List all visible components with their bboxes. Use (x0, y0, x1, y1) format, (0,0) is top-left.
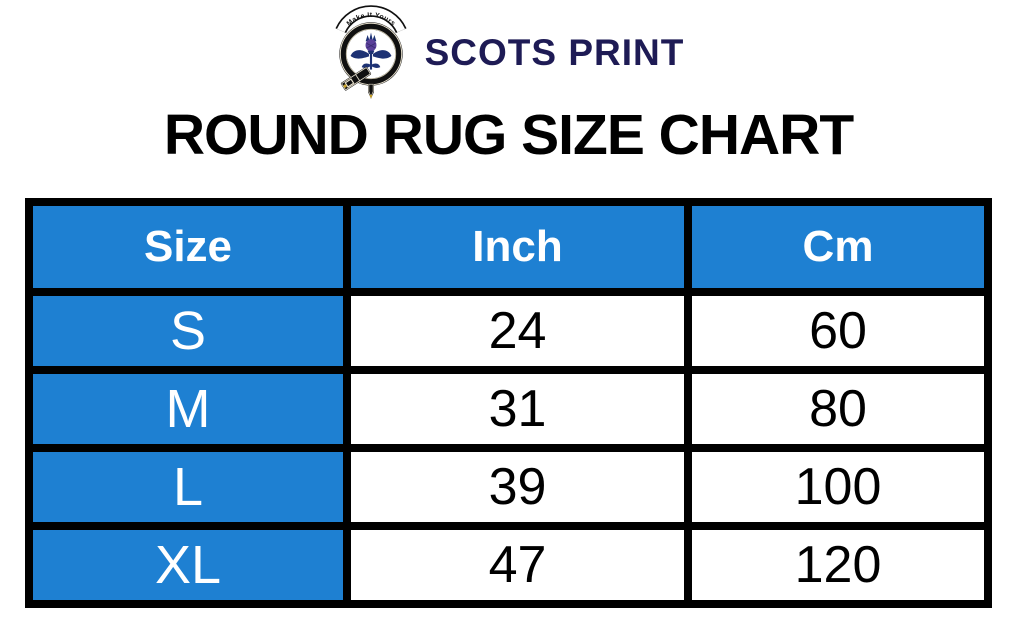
scots-print-crest-logo: Make It Yours (333, 5, 409, 101)
belt-buckle-icon (340, 66, 371, 91)
brand-name: SCOTS PRINT (424, 32, 685, 73)
row-xl-cm-cell: 120 (692, 530, 984, 600)
row-s-size-cell: S (33, 296, 343, 366)
row-s-inch-cell: 24 (351, 296, 684, 366)
row-m-inch-cell: 31 (351, 374, 684, 444)
row-m-cm-cell: 80 (692, 374, 984, 444)
clan-crest-icon: Make It Yours (335, 5, 407, 99)
strap-tip-icon (367, 83, 374, 99)
size-chart-table: Size Inch Cm S 24 60 M 31 80 L 39 100 XL… (25, 198, 992, 608)
brand-header: Make It Yours SCOTS PRINT (0, 0, 1017, 100)
row-m-size-cell: M (33, 374, 343, 444)
thistle-icon (350, 32, 392, 70)
page-title: ROUND RUG SIZE CHART (163, 103, 854, 167)
row-l-inch-cell: 39 (351, 452, 684, 522)
column-header-inch: Inch (351, 206, 684, 288)
column-header-size: Size (33, 206, 343, 288)
row-xl-size-cell: XL (33, 530, 343, 600)
row-xl-inch-cell: 47 (351, 530, 684, 600)
row-l-size-cell: L (33, 452, 343, 522)
row-s-cm-cell: 60 (692, 296, 984, 366)
column-header-cm: Cm (692, 206, 984, 288)
row-l-cm-cell: 100 (692, 452, 984, 522)
